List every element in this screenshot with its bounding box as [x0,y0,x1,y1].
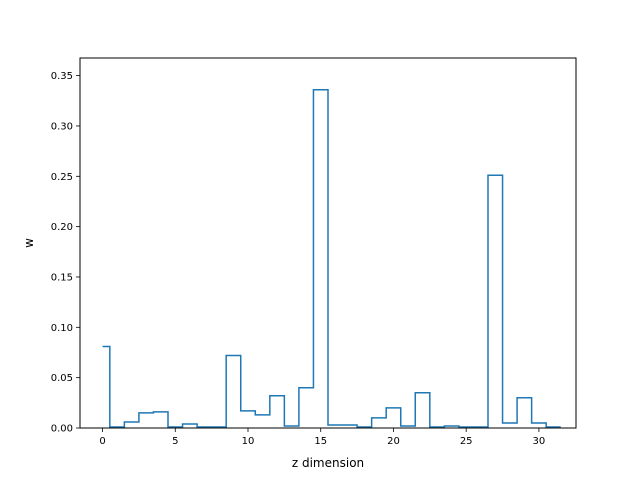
y-axis-label: w [22,238,36,248]
x-tick-label: 25 [460,436,473,447]
y-tick-label: 0.25 [51,172,73,183]
y-tick-label: 0.20 [51,222,73,233]
plot-content [102,88,561,428]
x-tick-label: 30 [533,436,546,447]
x-tick-label: 0 [99,436,105,447]
y-tick-label: 0.10 [51,323,73,334]
x-axis-ticks: 0 5 10 15 20 25 30 [99,428,545,447]
x-axis-label: z dimension [292,456,364,470]
axes-frame [79,57,577,429]
y-tick-label: 0.15 [51,272,73,283]
x-tick-label: 10 [242,436,255,447]
y-tick-label: 0.00 [51,424,73,435]
x-tick-label: 20 [387,436,400,447]
x-tick-label: 15 [314,436,327,447]
y-tick-label: 0.05 [51,373,73,384]
x-tick-label: 5 [172,436,178,447]
y-tick-label: 0.35 [51,71,73,82]
y-tick-label: 0.30 [51,121,73,132]
y-axis-ticks: 0.00 0.05 0.10 0.15 0.20 0.25 0.30 0.35 [51,71,80,435]
series-line [102,88,561,428]
